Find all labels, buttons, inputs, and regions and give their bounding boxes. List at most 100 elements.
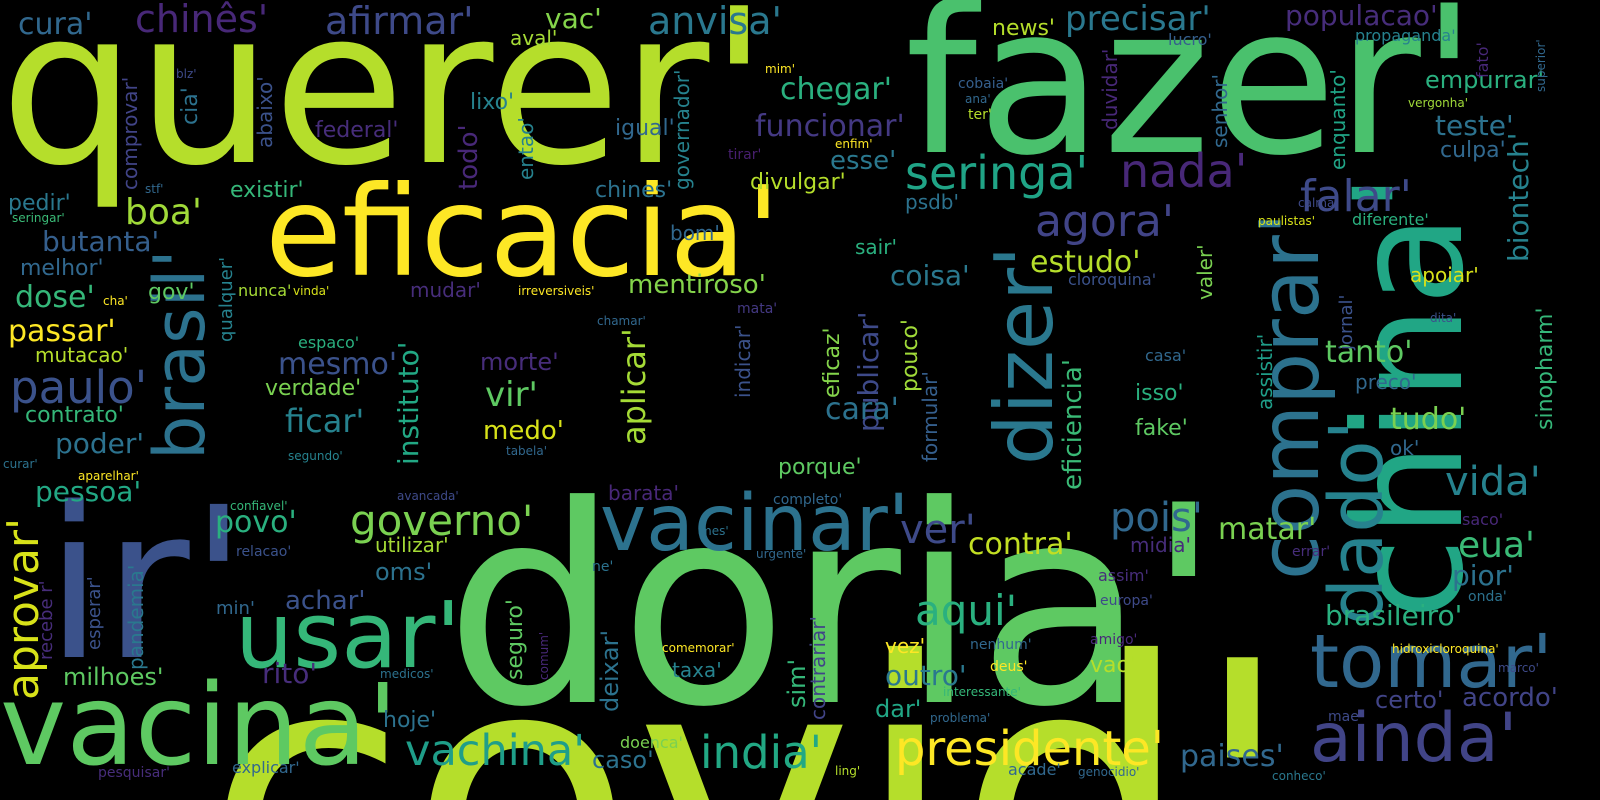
word: deixar': [596, 629, 624, 712]
word: lucro': [1168, 30, 1212, 49]
word: cura': [18, 7, 93, 42]
word: irreversiveis': [518, 284, 595, 298]
word: biontech': [1502, 132, 1535, 262]
word: cara': [825, 392, 899, 427]
word: ir': [45, 462, 248, 707]
word: nunca': [238, 281, 292, 300]
word: mae': [1328, 709, 1363, 725]
word: lixo': [470, 90, 515, 115]
word: seguro': [503, 599, 528, 680]
word: aval': [510, 26, 558, 50]
word: mudar': [410, 278, 481, 302]
word: nenhum': [970, 637, 1032, 653]
word: populacao': [1285, 0, 1438, 32]
word: interessante': [943, 685, 1021, 699]
word: cobaia': [958, 76, 1009, 92]
word: esperar': [84, 576, 105, 650]
word: oms': [375, 558, 433, 586]
word: fake': [1135, 416, 1188, 441]
word: chegar': [780, 72, 892, 107]
word: vacinar': [600, 479, 910, 569]
word: paises': [1180, 739, 1284, 774]
word: passar': [8, 314, 116, 349]
word: pois': [1110, 495, 1203, 541]
word: mesmo': [278, 347, 398, 382]
word: milhoes': [63, 663, 164, 691]
word: vida': [1445, 459, 1541, 505]
word: relacao': [236, 544, 292, 560]
word: ainda': [1310, 699, 1518, 778]
word: segundo': [288, 449, 343, 463]
word: tudo': [1390, 402, 1467, 437]
word: anvisa': [648, 0, 782, 43]
word: aqui': [915, 586, 1018, 635]
word: enfim': [835, 137, 873, 151]
word: contrato': [25, 403, 124, 428]
word: indicar': [731, 324, 755, 398]
word: europa': [1100, 593, 1153, 609]
word: paulistas': [1258, 214, 1316, 228]
word: tomar': [1310, 619, 1553, 705]
word: eficaz': [820, 327, 845, 398]
word: governo': [350, 496, 534, 545]
word: mutacao': [35, 343, 129, 367]
word: completo': [773, 492, 843, 508]
word: midia': [1130, 533, 1192, 557]
word: doenca': [620, 733, 683, 752]
word: pandemia': [124, 564, 148, 670]
word: agora': [1035, 196, 1174, 247]
word: comemorar': [662, 641, 735, 655]
word: estudo': [1030, 245, 1141, 280]
word: dita': [1430, 311, 1457, 325]
word: chamar': [597, 314, 646, 328]
word: gov': [148, 280, 195, 305]
word: covid': [205, 585, 1294, 800]
word: propaganda': [1355, 26, 1456, 45]
word: ver': [900, 507, 976, 553]
word: apoiar': [1410, 263, 1479, 287]
word: hidroxicloroquina': [1392, 642, 1499, 656]
word: medo': [483, 416, 564, 446]
word: conheco': [1272, 769, 1326, 783]
word: precisar': [1065, 0, 1211, 39]
word: blz': [176, 67, 197, 81]
word: diferente': [1352, 210, 1429, 229]
word: cia': [178, 87, 203, 125]
word: vacina': [0, 661, 399, 791]
word: calma': [1298, 196, 1338, 210]
word: tabela': [506, 444, 548, 458]
word: usar': [235, 582, 461, 689]
word: vergonha': [1408, 96, 1469, 110]
word: governador': [670, 69, 694, 190]
word: bom': [670, 221, 720, 245]
word: errar': [1292, 544, 1331, 560]
word: vir': [485, 375, 538, 415]
word: enquanto': [1326, 69, 1350, 170]
word: explicar': [232, 758, 300, 777]
word: ficar': [285, 402, 365, 440]
word: aplicar': [615, 328, 653, 445]
word: povo': [215, 505, 297, 540]
word: existir': [230, 178, 304, 203]
word: stf': [145, 182, 164, 196]
word: ok': [1390, 436, 1420, 460]
word: federal': [315, 118, 399, 143]
word: assim': [1098, 566, 1149, 585]
word: falar': [1300, 171, 1412, 222]
word: marco': [1498, 661, 1539, 675]
word: eua': [1458, 525, 1535, 566]
word: pessoa': [35, 475, 142, 508]
word: vez': [885, 634, 926, 658]
word: avancada': [397, 489, 459, 503]
word: aparelhar': [78, 469, 139, 483]
word: outro': [885, 659, 967, 692]
word: rito': [262, 657, 318, 690]
word: morte': [480, 348, 559, 376]
word: pesquisar': [98, 765, 170, 781]
word: min': [216, 598, 255, 619]
word: mata': [737, 301, 778, 317]
word: taxa': [672, 658, 722, 682]
word: confiavel': [230, 499, 288, 513]
word: doria': [445, 447, 1222, 767]
word: achar': [285, 586, 366, 616]
